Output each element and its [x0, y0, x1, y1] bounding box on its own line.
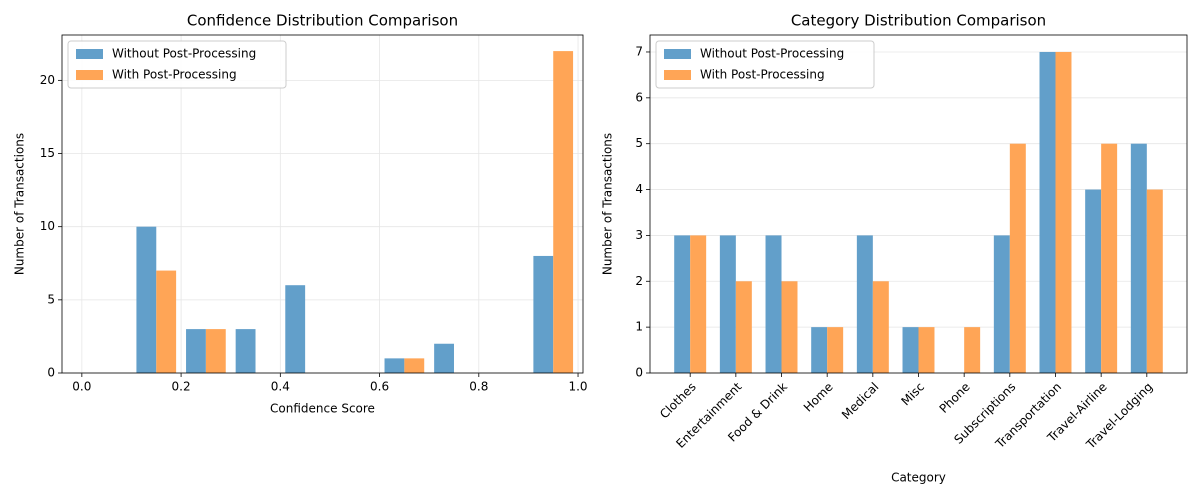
y-tick-label: 3 [635, 228, 643, 242]
y-tick-label: 4 [635, 182, 643, 196]
bar [136, 226, 157, 373]
y-tick-label: 20 [40, 73, 55, 87]
bar [674, 235, 691, 373]
bar [1146, 189, 1163, 373]
y-tick-label: 15 [40, 146, 55, 160]
legend-swatch [664, 70, 691, 80]
bar [735, 281, 752, 373]
bar [285, 285, 306, 373]
bar [533, 255, 554, 373]
legend-swatch [664, 49, 691, 59]
y-tick-label: 10 [40, 219, 55, 233]
bar [205, 329, 226, 373]
x-tick-label: Clothes [657, 380, 699, 422]
bar [1009, 143, 1026, 373]
bar [856, 235, 873, 373]
bar [1085, 189, 1102, 373]
x-tick-label: 0.8 [469, 380, 488, 394]
x-tick-label: Medical [839, 380, 881, 422]
bar [781, 281, 798, 373]
y-tick-label: 1 [635, 320, 643, 334]
x-tick-label: 0.2 [172, 380, 191, 394]
legend-label: Without Post-Processing [112, 47, 256, 61]
y-tick-label: 5 [47, 292, 55, 306]
bar [1055, 51, 1072, 374]
bar [434, 343, 454, 373]
bar [690, 235, 707, 373]
x-tick-label: Misc [898, 380, 927, 409]
bar [186, 329, 206, 373]
x-axis-label: Category [891, 471, 946, 485]
legend-swatch [76, 49, 103, 59]
bar [719, 235, 736, 373]
x-tick-label: Home [801, 380, 836, 415]
x-tick-label: 1.0 [568, 380, 587, 394]
axes-frame [649, 34, 1188, 374]
x-tick-label: Phone [937, 380, 973, 416]
legend-box [655, 40, 875, 89]
legend-swatch [76, 70, 103, 80]
legend-label: With Post-Processing [112, 68, 237, 82]
axes-frame [61, 34, 584, 374]
bar [964, 327, 981, 373]
y-tick-label: 0 [635, 366, 643, 380]
bar [235, 329, 256, 373]
y-tick-label: 0 [47, 366, 55, 380]
y-tick-label: 5 [635, 136, 643, 150]
y-tick-label: 6 [635, 90, 643, 104]
x-tick-label: 0.6 [370, 380, 389, 394]
bar [553, 51, 574, 373]
bar [918, 327, 935, 373]
bar [1039, 51, 1056, 374]
bar [156, 270, 177, 373]
legend-label: Without Post-Processing [700, 47, 844, 61]
y-axis-label: Number of Transactions [601, 133, 615, 275]
x-axis-label: Confidence Score [270, 402, 375, 416]
legend-label: With Post-Processing [700, 68, 825, 82]
x-tick-label: 0.0 [72, 380, 91, 394]
bar [1130, 143, 1147, 373]
bar [1101, 143, 1118, 373]
y-tick-label: 2 [635, 274, 643, 288]
chart-title: Category Distribution Comparison [791, 12, 1046, 30]
bar [902, 327, 919, 373]
x-tick-label: 0.4 [271, 380, 290, 394]
bar [765, 235, 782, 373]
bar [404, 358, 425, 373]
chart-title: Confidence Distribution Comparison [187, 12, 458, 30]
y-axis-label: Number of Transactions [13, 133, 27, 275]
bar [993, 235, 1010, 373]
bar [384, 358, 405, 373]
bar [827, 327, 844, 373]
bar [872, 281, 889, 373]
bar [811, 327, 828, 373]
chart: 0.0 0.2 0.4 0.6 0.8 1.0 0 5 10 15 20 Confidence Dis… [13, 12, 588, 416]
legend-box [67, 40, 287, 89]
y-tick-label: 7 [635, 44, 643, 58]
